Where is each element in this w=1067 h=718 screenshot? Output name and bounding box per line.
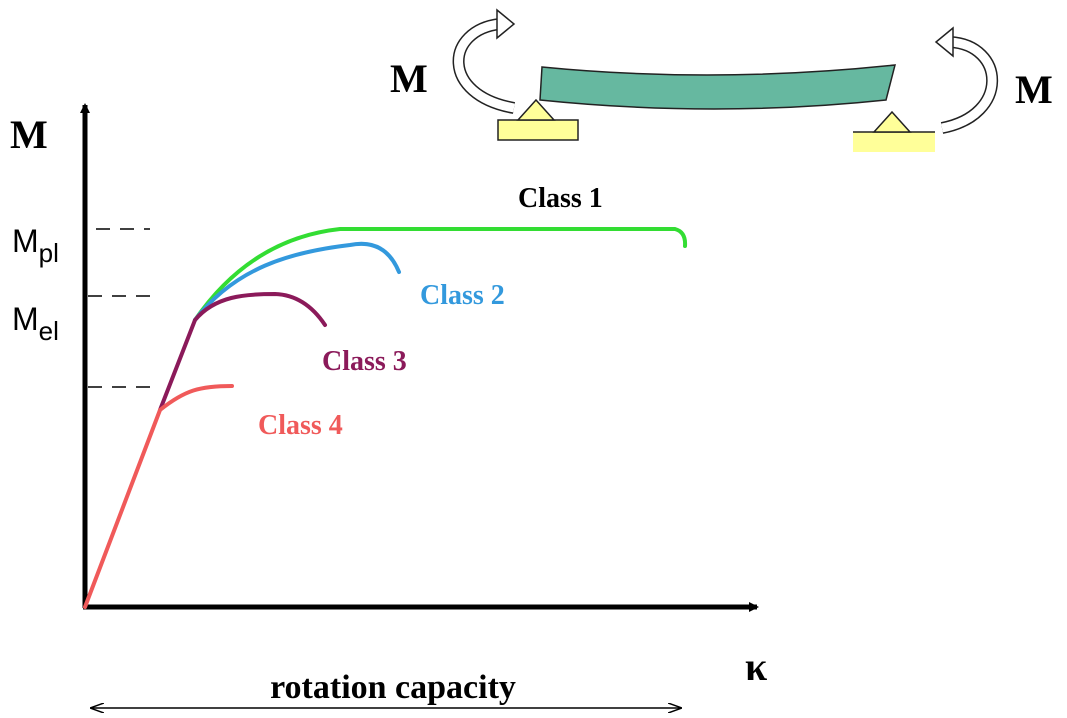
curves	[85, 229, 685, 607]
level-sub: el	[39, 316, 59, 346]
x-axis-label: κ	[745, 644, 767, 689]
rotation-label: rotation capacity	[270, 669, 516, 706]
level-label: Mel	[12, 301, 59, 346]
level-main: M	[12, 223, 39, 259]
moment-label: M	[1015, 67, 1053, 112]
level-main: M	[12, 301, 39, 337]
curve-label: Class 4	[258, 410, 343, 441]
level-lines	[88, 229, 155, 387]
level-label: Mpl	[12, 223, 59, 268]
beam-sketch	[459, 10, 993, 152]
level-sub: pl	[39, 238, 59, 268]
y-axis-label: M	[10, 112, 48, 157]
curve-label: Class 3	[322, 346, 407, 377]
diagram: M M M κ Mpl Mel Class 1 Class 2 Class 3 …	[0, 0, 1067, 718]
moment-label: M	[390, 56, 428, 101]
curve-label: Class 1	[518, 183, 603, 214]
page: {"beam": {"left_moment": "M", "right_mom…	[0, 0, 1067, 718]
curve-label: Class 2	[420, 280, 505, 311]
